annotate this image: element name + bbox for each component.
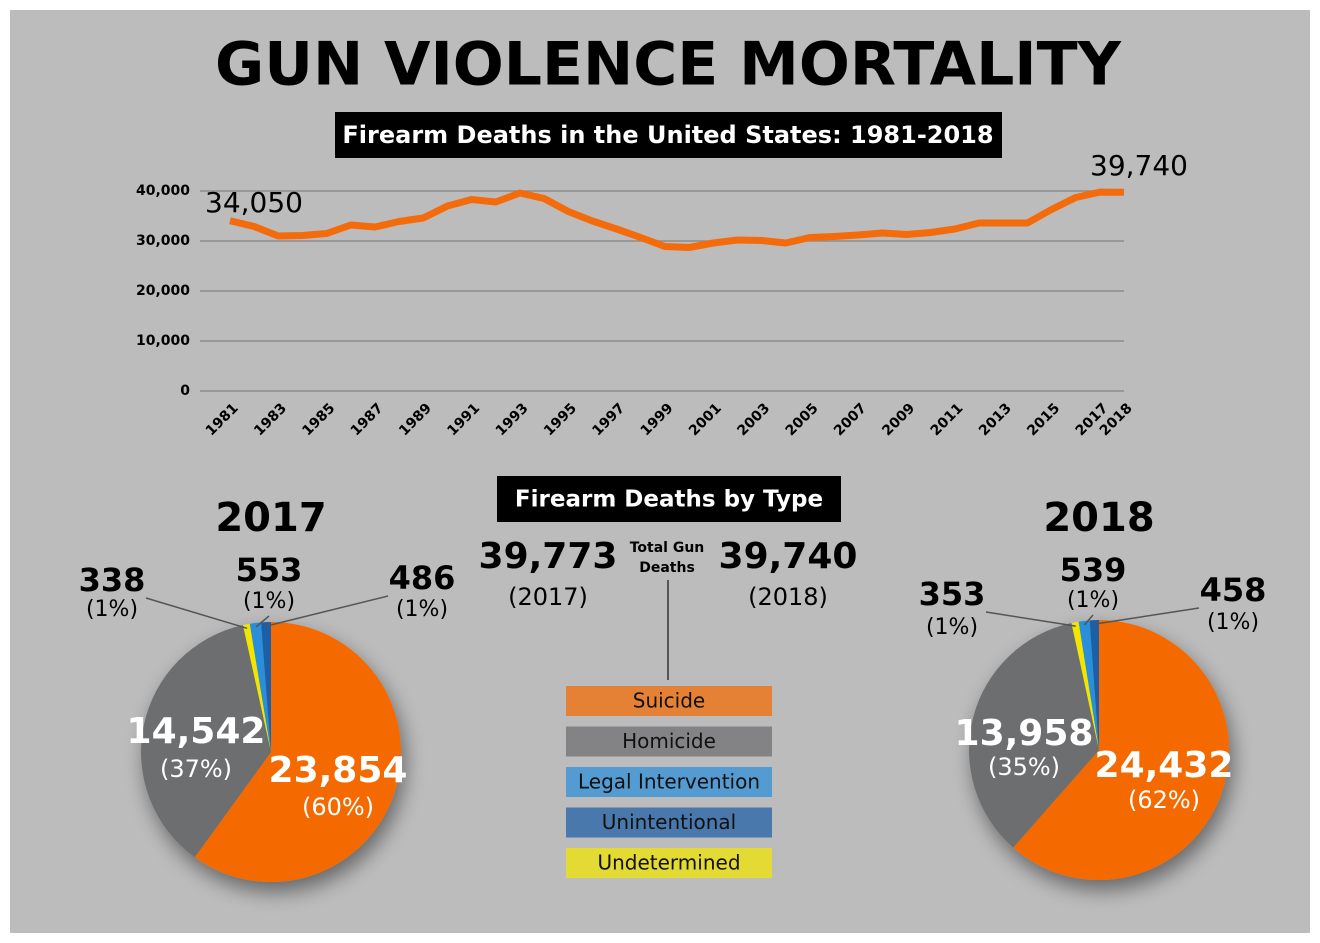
percent-label: (1%) (926, 615, 978, 640)
legend-swatch (566, 848, 772, 878)
value-label: 23,854 (269, 750, 408, 791)
value-label: 338 (79, 561, 146, 599)
leader-line (265, 595, 389, 627)
leader-line (1083, 614, 1094, 626)
value-label: 24,432 (1095, 745, 1234, 786)
line (229, 188, 1125, 251)
leader-line (1094, 607, 1200, 625)
percent-label: (60%) (302, 793, 374, 821)
legend-swatch (566, 686, 772, 716)
pie-slice (249, 622, 271, 752)
value-label: 353 (919, 575, 986, 613)
pie-slice (1071, 621, 1099, 750)
y-tick-label: 10,000 (136, 333, 190, 349)
y-tick-label: 40,000 (136, 183, 190, 199)
legend-label: Unintentional (602, 810, 737, 834)
legend-label: Undetermined (597, 851, 740, 875)
pie-slice (140, 625, 271, 858)
legend-swatch (566, 807, 772, 838)
legend-label: Homicide (622, 729, 716, 753)
percent-label: (62%) (1128, 786, 1200, 814)
legend-label: Legal Intervention (578, 770, 760, 794)
caption: Total Gun (630, 540, 705, 556)
pie-title: 2018 (1043, 495, 1154, 541)
value-label: 553 (236, 551, 303, 589)
value-label: 539 (1060, 551, 1127, 589)
main-title: GUN VIOLENCE MORTALITY (215, 30, 1123, 100)
section-title: Firearm Deaths by Type (515, 487, 823, 513)
value-label: 458 (1200, 571, 1267, 609)
value-label: 14,542 (127, 711, 266, 752)
y-tick-label: 20,000 (136, 283, 190, 299)
pie (969, 620, 1229, 880)
pie (140, 622, 401, 882)
data-label: 34,050 (205, 186, 303, 219)
legend-swatch (566, 726, 772, 757)
leader-line (255, 615, 270, 628)
y-tick-label: 30,000 (136, 233, 190, 249)
leader-line (145, 597, 248, 630)
percent-label: (37%) (160, 755, 232, 783)
legend-label: Suicide (633, 689, 705, 713)
data-label: 39,740 (1090, 149, 1188, 182)
pie-slice (1078, 620, 1099, 750)
value-label: 13,958 (955, 713, 1094, 754)
pie-title: 2017 (215, 495, 326, 541)
total-2017: 39,773 (479, 536, 618, 577)
pie-slice (1013, 620, 1229, 880)
total-2017-year: (2017) (508, 583, 588, 611)
pie-slice (969, 622, 1099, 848)
pie-slice (194, 622, 401, 882)
percent-label: (1%) (1207, 610, 1259, 635)
percent-label: (1%) (86, 597, 138, 622)
pie-slice (1089, 620, 1099, 750)
legend-swatch (566, 767, 772, 797)
value-label: 486 (389, 559, 456, 597)
percent-label: (1%) (396, 597, 448, 622)
total-2018: 39,740 (719, 536, 858, 577)
section-box (497, 476, 841, 522)
percent-label: (1%) (1067, 588, 1119, 613)
caption: Deaths (639, 560, 695, 576)
y-tick-label: 0 (180, 383, 190, 399)
line-chart-title: Firearm Deaths in the United States: 198… (342, 121, 993, 149)
pie-slice (261, 622, 271, 752)
percent-label: (1%) (243, 589, 295, 614)
leader-line (985, 611, 1076, 627)
total-2018-year: (2018) (748, 583, 828, 611)
title-box (335, 112, 1002, 158)
percent-label: (35%) (988, 753, 1060, 781)
pie-slice (242, 623, 271, 752)
